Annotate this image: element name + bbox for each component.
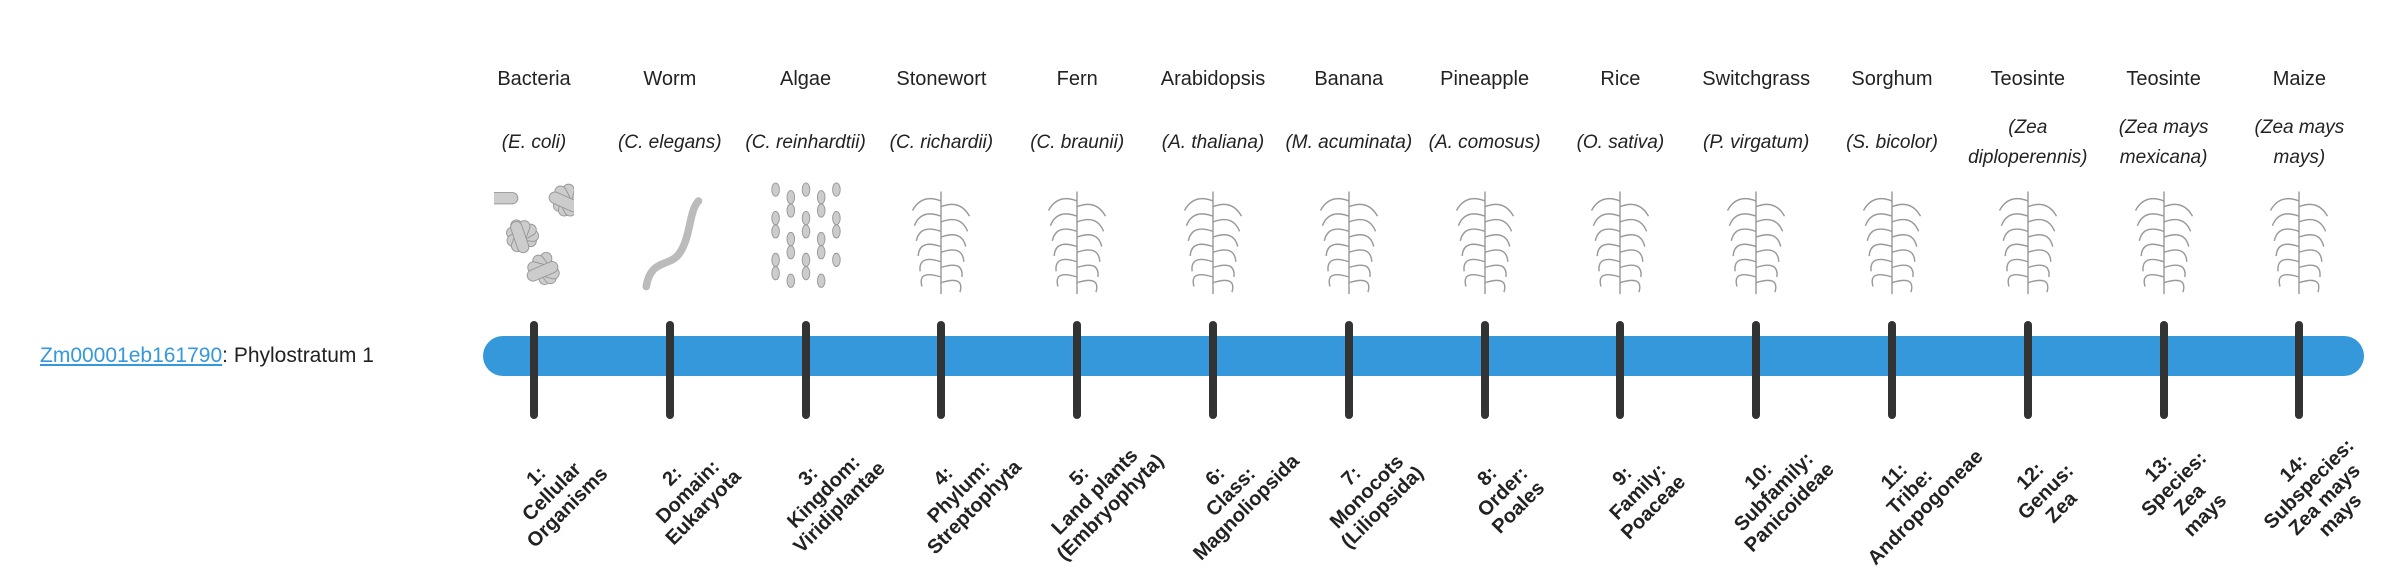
organism-common-name: Maize — [2272, 68, 2327, 90]
organism-common-name: Banana — [1314, 68, 1384, 90]
organism-common-name: Teosinte — [2126, 68, 2201, 90]
organism-scientific-name: (C. richardii) — [889, 132, 994, 153]
organism-scientific-name: (M. acuminata) — [1285, 132, 1413, 153]
organism-common-name: Worm — [643, 68, 697, 90]
scientific-name-text: C. reinhardtii — [751, 132, 860, 153]
organism-scientific-name: (A. comosus) — [1428, 132, 1541, 153]
teosinte-mexicana-image — [2134, 191, 2193, 295]
gene-link[interactable]: Zm00001eb161790 — [40, 344, 223, 367]
stratum-tick — [1073, 321, 1082, 419]
stratum-tick — [1752, 321, 1761, 419]
stratum-tick — [937, 321, 946, 419]
stratum-label: 4: Phylum: Streptophyta — [876, 409, 1043, 576]
scientific-name-text: O. sativa — [1582, 132, 1658, 153]
maize-image — [2270, 191, 2329, 295]
organism-common-name: Bacteria — [497, 68, 571, 90]
organism-common-name: Rice — [1600, 68, 1641, 90]
worm-image — [642, 197, 703, 291]
stratum-label: 9: Family: Poaceae — [1555, 409, 1722, 576]
scientific-name-text: P. virgatum — [1709, 132, 1803, 153]
scientific-name-text: Zea mays mays — [2260, 117, 2345, 168]
scientific-name-text: Zea mays mexicana — [2119, 117, 2209, 168]
organism-common-name: Sorghum — [1851, 68, 1933, 90]
scientific-name-text: C. elegans — [624, 132, 716, 153]
organism-scientific-name: (C. elegans) — [618, 132, 722, 153]
scientific-name-text: E. coli — [508, 132, 560, 153]
stratum-tick — [2023, 321, 2032, 419]
rice-image — [1591, 191, 1650, 295]
organism-common-name: Arabidopsis — [1160, 68, 1266, 90]
gene-label: Zm00001eb161790: Phylostratum 1 — [40, 340, 374, 372]
algae-image — [770, 182, 841, 288]
organism-common-name: Teosinte — [1990, 68, 2066, 90]
organism-scientific-name: (S. bicolor) — [1846, 132, 1938, 153]
scientific-name-text: A. thaliana — [1168, 132, 1258, 153]
organism-scientific-name: (O. sativa) — [1576, 132, 1665, 153]
scientific-name-text: S. bicolor — [1852, 132, 1932, 153]
stratum-label: 1: Cellular Organisms — [469, 409, 636, 576]
stonewort-image — [912, 191, 971, 295]
stratum-tick — [1480, 321, 1489, 419]
organism-common-name: Switchgrass — [1702, 68, 1811, 90]
stratum-label: 5: Land plants (Embryophyta) — [1012, 409, 1179, 576]
stratum-label: 12: Genus: Zea — [1962, 409, 2129, 576]
organism-scientific-name: (Zea mays mexicana) — [2118, 117, 2209, 168]
organism-scientific-name: (C. braunii) — [1030, 132, 1125, 153]
stratum-tick — [1344, 321, 1353, 419]
stratum-label: 10: Subfamily: Panicoideae — [1691, 409, 1858, 576]
stratum-label: 6: Class: Magnoliopsida — [1148, 409, 1315, 576]
stratum-label: 7: Monocots (Liliopsida) — [1283, 409, 1450, 576]
organism-common-name: Algae — [780, 68, 832, 90]
stratum-tick — [665, 321, 674, 419]
stratum-tick — [801, 321, 810, 419]
organism-common-name: Stonewort — [896, 68, 987, 90]
phylostratum-text: : Phylostratum 1 — [222, 344, 374, 367]
organism-common-name: Fern — [1056, 68, 1098, 90]
switchgrass-image — [1727, 191, 1786, 295]
stratum-label: 13: Species: Zea mays — [2090, 401, 2272, 583]
scientific-name-text: C. braunii — [1036, 132, 1118, 153]
scientific-name-text: M. acuminata — [1291, 132, 1406, 153]
stratum-tick — [1888, 321, 1896, 419]
fern-image — [1048, 191, 1107, 295]
organism-common-name: Pineapple — [1440, 68, 1530, 90]
arabidopsis-image — [1183, 191, 1243, 295]
phylostrata-timeline-bar — [483, 336, 2364, 376]
organism-scientific-name: (Zea mays mays) — [2254, 117, 2345, 168]
stratum-label: 14: Subspecies: Zea mays mays — [2226, 401, 2400, 583]
stratum-tick — [2159, 321, 2168, 419]
organism-scientific-name: (E. coli) — [501, 132, 567, 153]
bacteria-image — [494, 183, 574, 286]
organism-scientific-name: (A. thaliana) — [1161, 132, 1265, 153]
stratum-tick — [1616, 321, 1625, 419]
stratum-tick — [530, 321, 538, 419]
organism-scientific-name: (C. reinhardtii) — [745, 132, 866, 153]
stratum-label: 2: Domain: Eukaryota — [604, 409, 771, 576]
teosinte-image — [1998, 191, 2057, 295]
stratum-label: 8: Order: Poales — [1419, 409, 1586, 576]
sorghum-image — [1862, 191, 1922, 295]
banana-image — [1319, 191, 1378, 295]
scientific-name-text: C. richardii — [895, 132, 987, 153]
stratum-label: 11: Tribe: Andropogoneae — [1827, 409, 1994, 576]
organism-scientific-name: (P. virgatum) — [1703, 132, 1810, 153]
pineapple-image — [1455, 191, 1514, 295]
scientific-name-text: Zea diploperennis — [1968, 117, 2082, 168]
stratum-tick — [1209, 321, 1217, 419]
scientific-name-text: A. comosus — [1434, 132, 1535, 153]
stratum-tick — [2295, 321, 2304, 419]
organism-scientific-name: (Zea diploperennis) — [1968, 117, 2088, 168]
stratum-label: 3: Kingdom: Viridiplantae — [740, 409, 907, 576]
